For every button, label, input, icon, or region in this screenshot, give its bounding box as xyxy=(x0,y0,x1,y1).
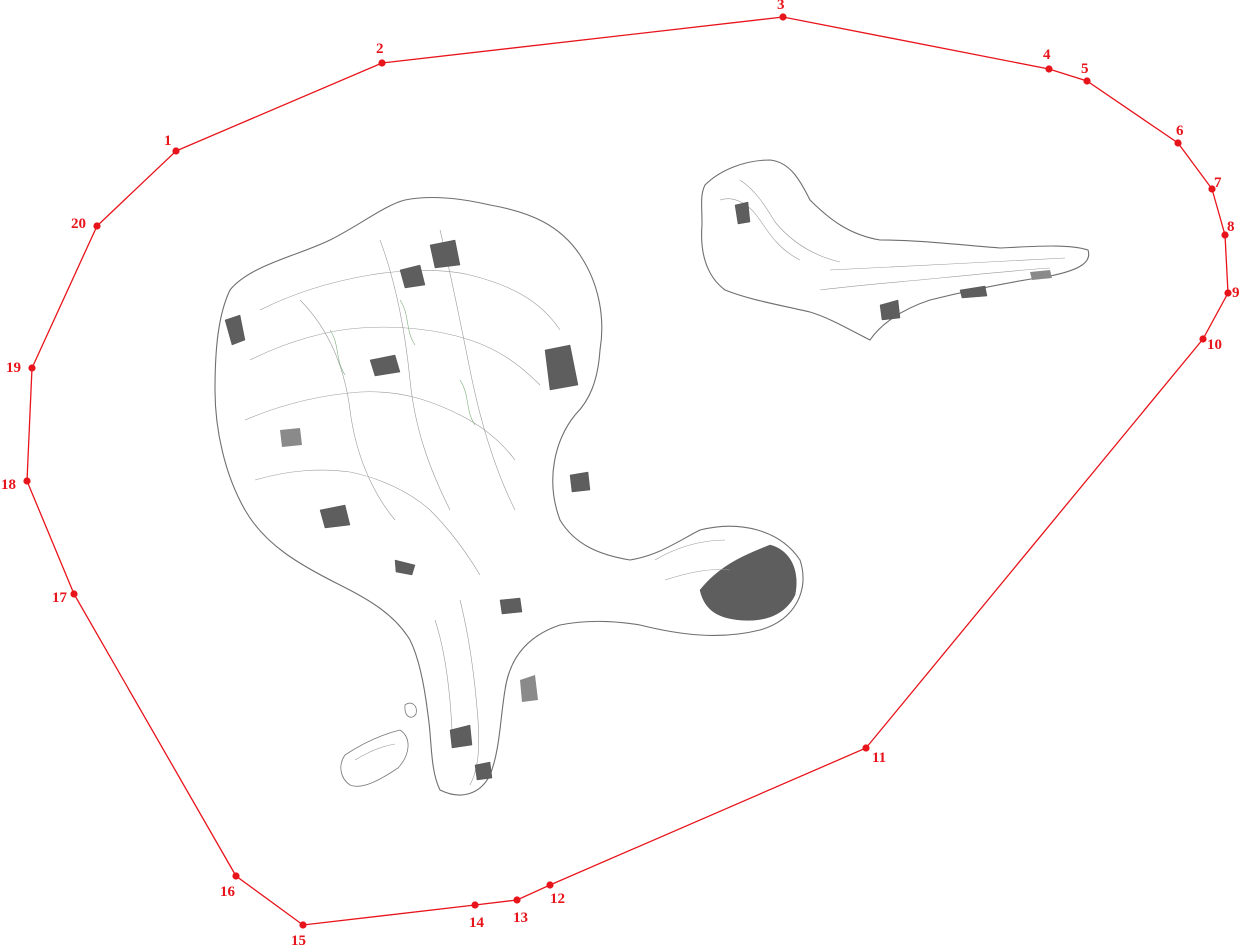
east-peninsula xyxy=(654,539,797,621)
south-west-islet xyxy=(340,702,417,787)
vertex-label-14: 14 xyxy=(469,915,485,931)
vertex-point-17 xyxy=(70,590,78,598)
vertex-point-9 xyxy=(1224,289,1232,297)
vertex-point-1 xyxy=(172,147,180,155)
boundary-polygon xyxy=(26,16,1229,926)
north-east-island xyxy=(701,159,1090,341)
main-island xyxy=(214,197,804,796)
vertex-label-19: 19 xyxy=(6,360,21,376)
vertex-label-11: 11 xyxy=(872,750,886,766)
vertex-label-6: 6 xyxy=(1176,123,1184,139)
vertex-point-7 xyxy=(1208,185,1216,193)
vertex-label-3: 3 xyxy=(777,0,785,13)
vertex-label-16: 16 xyxy=(220,884,236,900)
vertex-point-13 xyxy=(513,896,521,904)
vertex-label-8: 8 xyxy=(1227,219,1235,235)
landmasses xyxy=(214,159,1090,796)
vertex-label-5: 5 xyxy=(1081,61,1089,77)
vertex-label-7: 7 xyxy=(1214,175,1222,191)
vertex-label-13: 13 xyxy=(513,910,528,926)
vertex-point-18 xyxy=(23,477,31,485)
vertex-label-10: 10 xyxy=(1207,337,1222,353)
vertex-label-12: 12 xyxy=(550,891,565,907)
vertex-point-12 xyxy=(546,881,554,889)
vertex-label-15: 15 xyxy=(291,933,306,949)
vertex-label-20: 20 xyxy=(71,216,86,232)
vertex-point-15 xyxy=(299,921,307,929)
vertex-label-1: 1 xyxy=(164,133,172,149)
vertex-point-2 xyxy=(378,59,386,67)
vertex-point-11 xyxy=(862,744,870,752)
vertex-label-9: 9 xyxy=(1232,285,1240,301)
vertex-point-20 xyxy=(93,222,101,230)
vertex-point-4 xyxy=(1045,65,1053,73)
vertex-point-3 xyxy=(779,13,787,21)
vertex-point-6 xyxy=(1174,139,1182,147)
vertex-point-5 xyxy=(1083,77,1091,85)
vertex-label-4: 4 xyxy=(1043,47,1051,63)
vertex-point-10 xyxy=(1199,335,1207,343)
vertex-label-2: 2 xyxy=(376,41,384,57)
vertex-label-17: 17 xyxy=(52,590,68,606)
vertex-label-18: 18 xyxy=(1,477,16,493)
boundary-line xyxy=(26,16,1229,926)
vertex-point-8 xyxy=(1221,231,1229,239)
vertex-point-16 xyxy=(232,872,240,880)
vertex-point-19 xyxy=(28,364,36,372)
vertex-point-14 xyxy=(471,901,479,909)
